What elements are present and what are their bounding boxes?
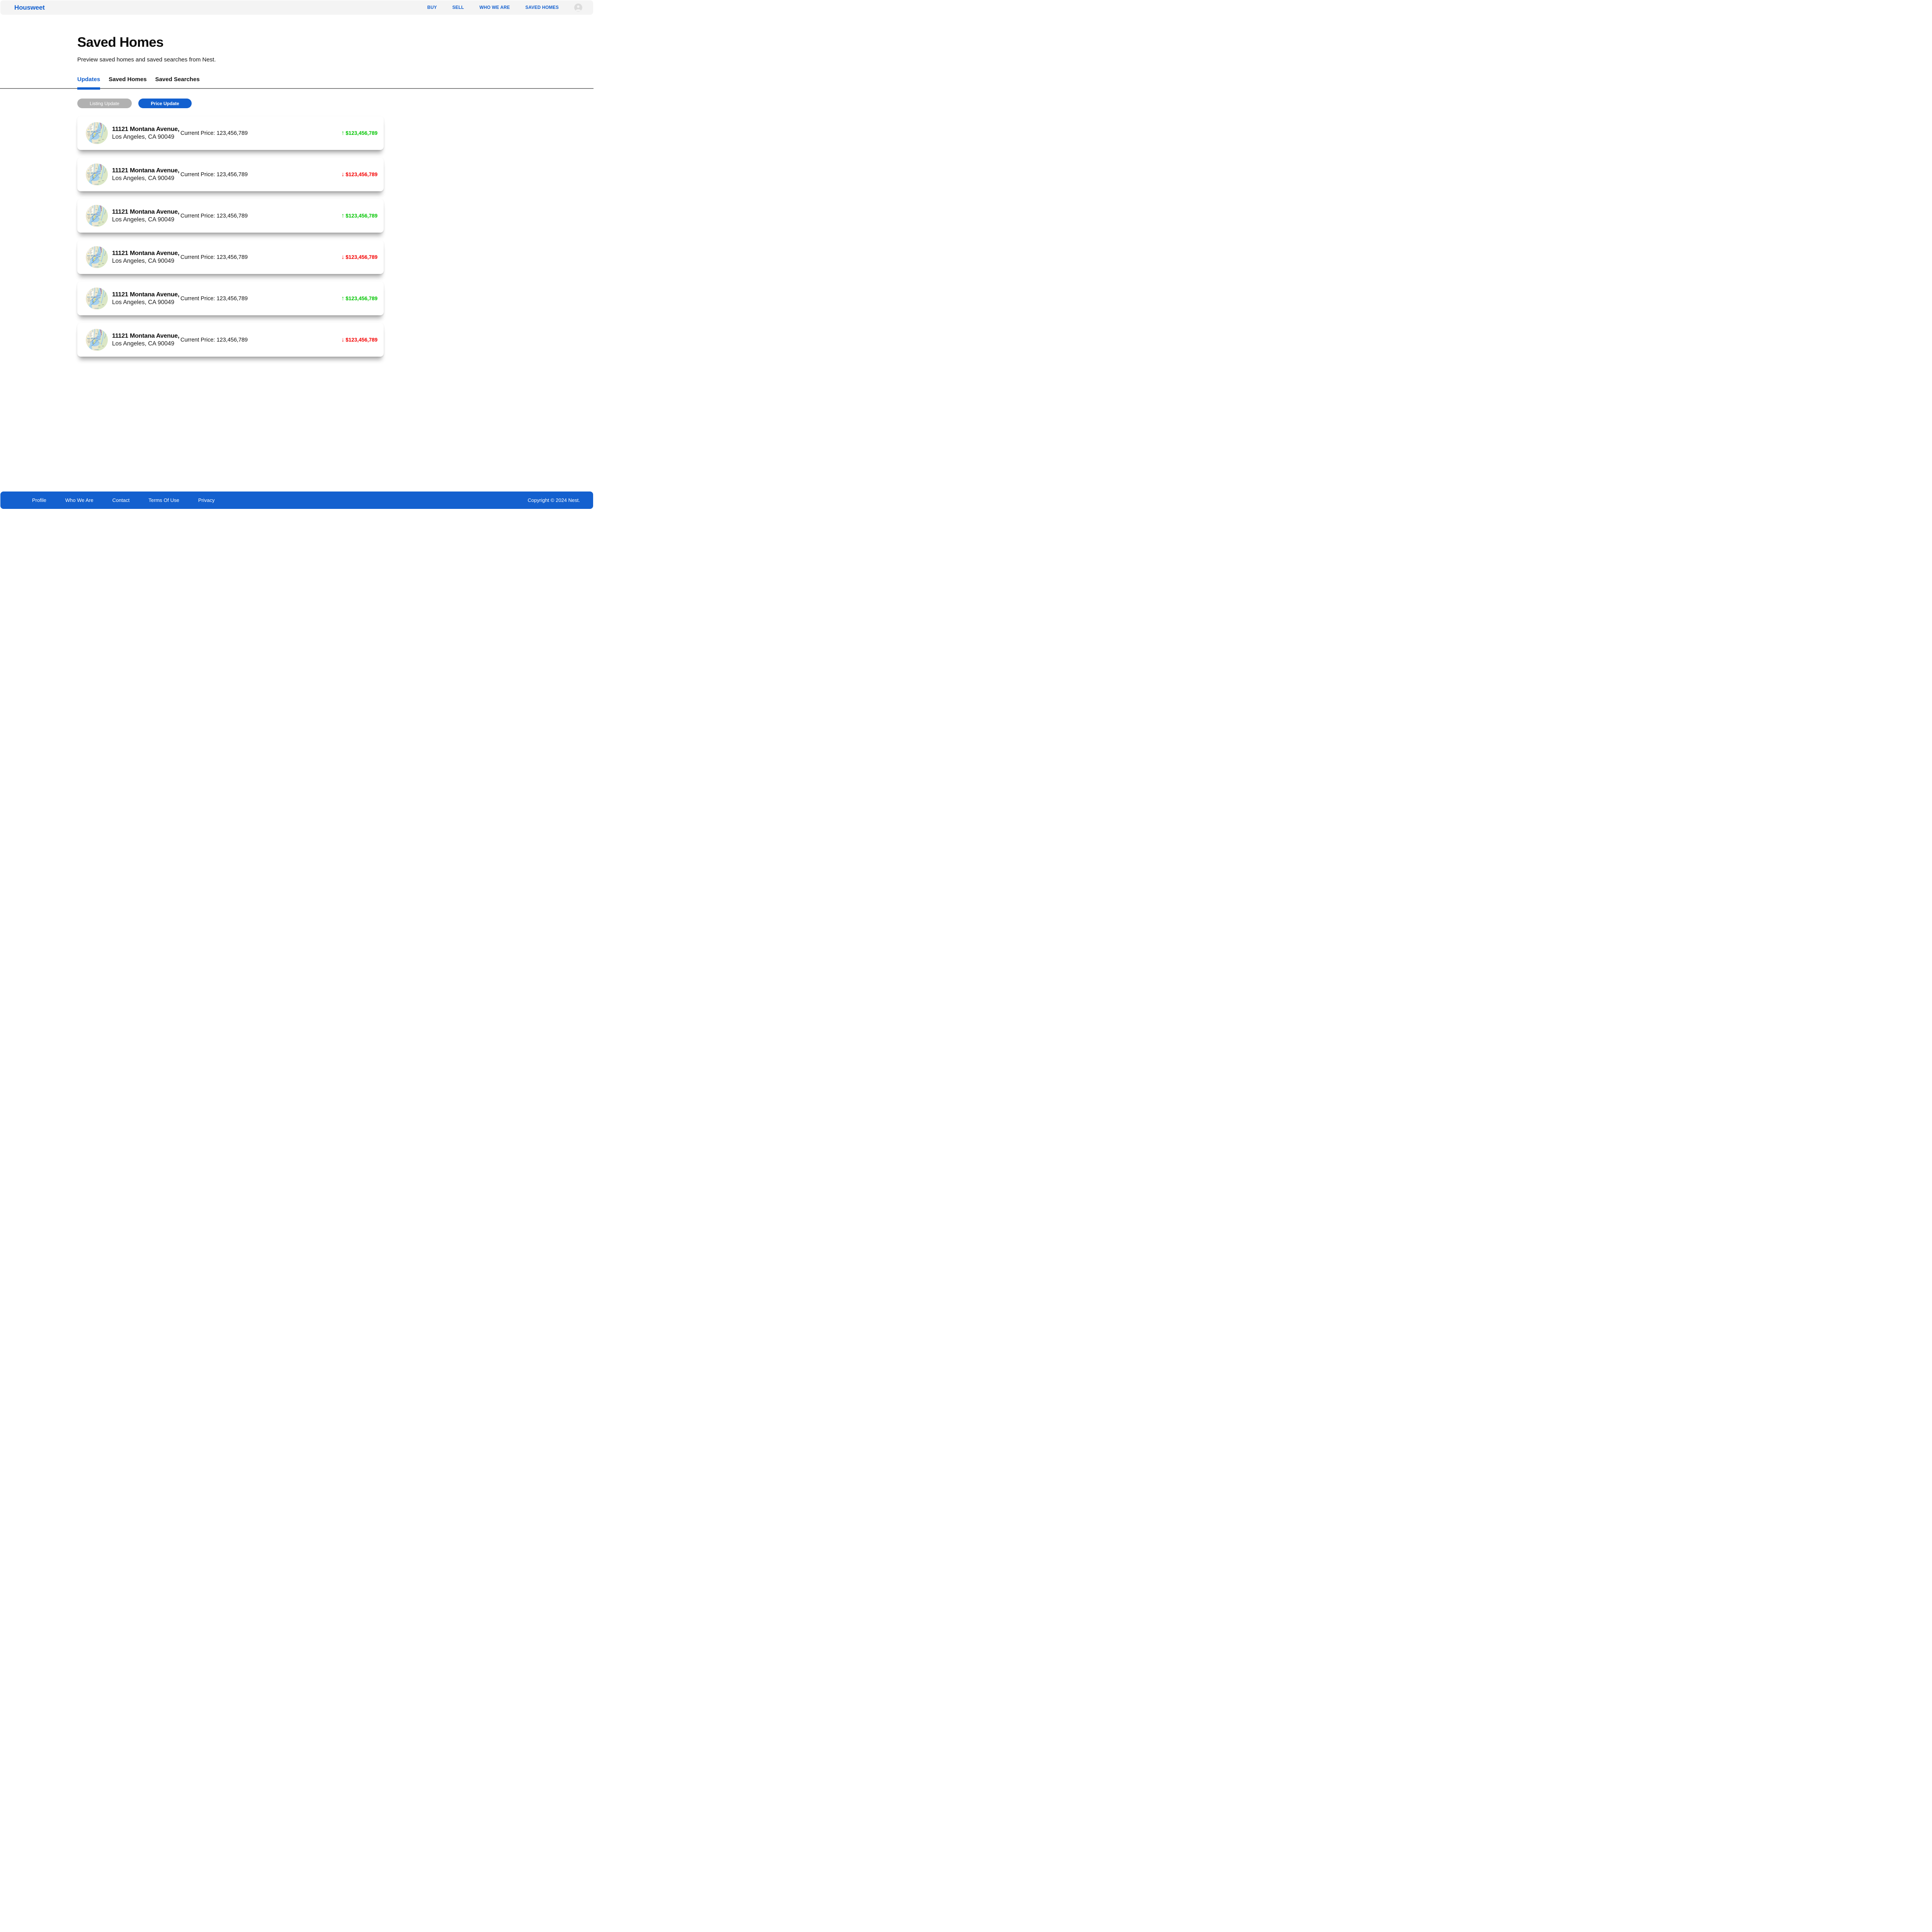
address: 11121 Montana Avenue, Los Angeles, CA 90… [112, 250, 180, 265]
nav-item-saved-homes[interactable]: SAVED HOMES [525, 5, 559, 10]
price-change: ↓ $123,456,789 [341, 171, 378, 178]
price-change-amount: $123,456,789 [345, 254, 378, 260]
price-change-amount: $123,456,789 [345, 337, 378, 343]
address: 11121 Montana Avenue, Los Angeles, CA 90… [112, 126, 180, 141]
header-bar: Housweet BUY SELL WHO WE ARE SAVED HOMES [0, 0, 593, 15]
address: 11121 Montana Avenue, Los Angeles, CA 90… [112, 332, 180, 347]
footer-link-who-we-are[interactable]: Who We Are [65, 497, 94, 503]
address-line2: Los Angeles, CA 90049 [112, 340, 175, 347]
tabs-divider [0, 88, 594, 89]
current-price: Current Price: 123,456,789 [180, 171, 248, 178]
tab-updates[interactable]: Updates [77, 76, 100, 90]
price-change: ↑ $123,456,789 [341, 213, 378, 219]
address: 11121 Montana Avenue, Los Angeles, CA 90… [112, 167, 180, 182]
address: 11121 Montana Avenue, Los Angeles, CA 90… [112, 208, 180, 223]
listing-card[interactable]: 11121 Montana Avenue, Los Angeles, CA 90… [77, 199, 384, 233]
map-thumbnail [86, 163, 108, 185]
price-change-amount: $123,456,789 [345, 296, 378, 301]
address-line2: Los Angeles, CA 90049 [112, 175, 175, 182]
address-line1: 11121 Montana Avenue, [112, 209, 180, 215]
price-arrow-icon: ↑ [341, 212, 345, 219]
nav-item-buy[interactable]: BUY [427, 5, 437, 10]
price-change: ↑ $123,456,789 [341, 295, 378, 302]
address-line1: 11121 Montana Avenue, [112, 126, 180, 133]
current-price: Current Price: 123,456,789 [180, 213, 248, 219]
price-change-amount: $123,456,789 [345, 130, 378, 136]
map-thumbnail [86, 329, 108, 351]
price-change-amount: $123,456,789 [345, 172, 378, 177]
address-line1: 11121 Montana Avenue, [112, 333, 180, 339]
main-content: Saved Homes Preview saved homes and save… [0, 15, 594, 364]
footer-link-profile[interactable]: Profile [32, 497, 46, 503]
footer-link-privacy[interactable]: Privacy [198, 497, 215, 503]
price-arrow-icon: ↓ [341, 336, 345, 343]
price-arrow-icon: ↑ [341, 129, 345, 136]
address: 11121 Montana Avenue, Los Angeles, CA 90… [112, 291, 180, 306]
housweet-logo[interactable]: Housweet [14, 3, 45, 11]
price-change: ↓ $123,456,789 [341, 337, 378, 343]
listing-card[interactable]: 11121 Montana Avenue, Los Angeles, CA 90… [77, 158, 384, 191]
footer-bar: Profile Who We Are Contact Terms Of Use … [0, 492, 593, 509]
listing-card[interactable]: 11121 Montana Avenue, Los Angeles, CA 90… [77, 323, 384, 357]
price-update-pill[interactable]: Price Update [138, 99, 192, 108]
main-nav: BUY SELL WHO WE ARE SAVED HOMES [427, 3, 582, 12]
tab-saved-searches[interactable]: Saved Searches [155, 76, 200, 83]
tabs-block: Updates Saved Homes Saved Searches [0, 76, 594, 90]
listing-card[interactable]: 11121 Montana Avenue, Los Angeles, CA 90… [77, 240, 384, 274]
current-price: Current Price: 123,456,789 [180, 254, 248, 260]
page-title: Saved Homes [77, 35, 164, 50]
footer-link-contact[interactable]: Contact [112, 497, 130, 503]
footer-links: Profile Who We Are Contact Terms Of Use … [32, 497, 215, 503]
nav-item-sell[interactable]: SELL [452, 5, 464, 10]
address-line2: Los Angeles, CA 90049 [112, 216, 175, 223]
page-subtitle: Preview saved homes and saved searches f… [77, 56, 216, 63]
listing-card[interactable]: 11121 Montana Avenue, Los Angeles, CA 90… [77, 116, 384, 150]
filter-pills: Listing Update Price Update [0, 99, 594, 108]
price-arrow-icon: ↓ [341, 171, 345, 178]
price-change: ↑ $123,456,789 [341, 130, 378, 136]
address-line1: 11121 Montana Avenue, [112, 167, 180, 174]
map-thumbnail [86, 205, 108, 227]
current-price: Current Price: 123,456,789 [180, 130, 248, 136]
address-line2: Los Angeles, CA 90049 [112, 134, 175, 140]
current-price: Current Price: 123,456,789 [180, 295, 248, 302]
address-line2: Los Angeles, CA 90049 [112, 258, 175, 264]
nav-item-who-we-are[interactable]: WHO WE ARE [479, 5, 510, 10]
address-line2: Los Angeles, CA 90049 [112, 299, 175, 306]
listing-update-pill[interactable]: Listing Update [77, 99, 132, 108]
user-avatar-icon[interactable] [574, 3, 582, 12]
price-arrow-icon: ↑ [341, 295, 345, 302]
copyright-text: Copyright © 2024 Nest. [527, 497, 580, 503]
listing-card[interactable]: 11121 Montana Avenue, Los Angeles, CA 90… [77, 282, 384, 315]
footer-link-terms-of-use[interactable]: Terms Of Use [148, 497, 179, 503]
price-change: ↓ $123,456,789 [341, 254, 378, 260]
tab-saved-homes[interactable]: Saved Homes [109, 76, 147, 83]
map-thumbnail [86, 122, 108, 144]
update-cards-list: 11121 Montana Avenue, Los Angeles, CA 90… [0, 116, 594, 357]
map-thumbnail [86, 287, 108, 310]
address-line1: 11121 Montana Avenue, [112, 291, 180, 298]
price-arrow-icon: ↓ [341, 253, 345, 260]
current-price: Current Price: 123,456,789 [180, 337, 248, 343]
map-thumbnail [86, 246, 108, 268]
tabs: Updates Saved Homes Saved Searches [0, 76, 594, 90]
address-line1: 11121 Montana Avenue, [112, 250, 180, 257]
price-change-amount: $123,456,789 [345, 213, 378, 219]
